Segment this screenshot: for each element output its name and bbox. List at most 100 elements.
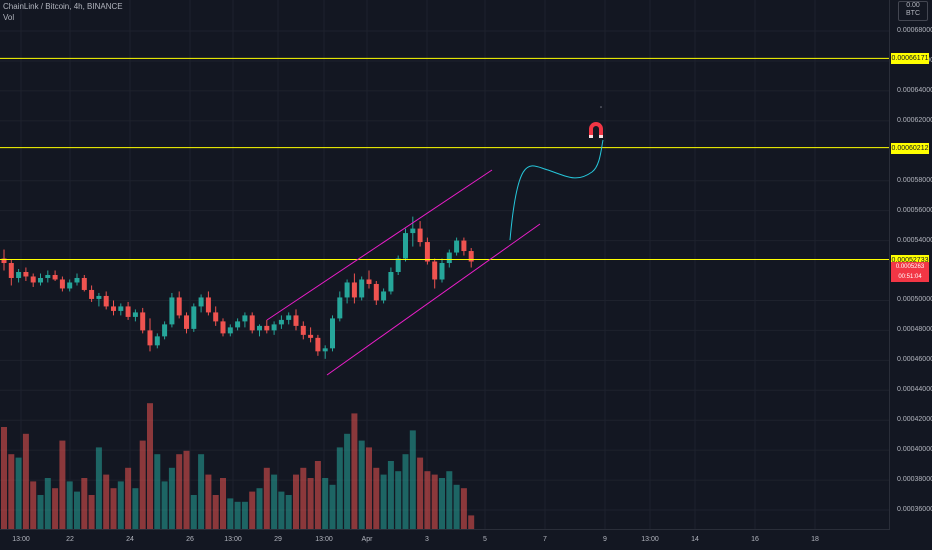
volume-bar — [147, 403, 153, 529]
volume-bar — [249, 491, 256, 529]
candle-body — [439, 263, 445, 280]
candle-body — [132, 312, 138, 317]
time-tick-label: Apr — [361, 536, 373, 543]
volume-bar — [285, 495, 292, 529]
candle-body — [59, 279, 65, 289]
candle-body — [278, 319, 284, 325]
time-tick-label: 16 — [751, 536, 759, 543]
candle-body — [74, 277, 80, 283]
candle-body — [330, 318, 335, 349]
volume-bar — [190, 495, 197, 529]
projection-end-dot — [600, 106, 602, 108]
volume-bar — [351, 413, 358, 529]
candle-body — [45, 274, 51, 278]
candle-body — [125, 306, 131, 317]
volume-bar — [59, 440, 66, 529]
volume-legend[interactable]: Vol — [3, 13, 15, 22]
candle-body — [286, 315, 292, 320]
volume-bar — [380, 474, 387, 529]
candle-body — [249, 315, 255, 331]
time-tick-label: 22 — [66, 536, 74, 543]
bar-countdown: 00:51:04 — [898, 274, 922, 281]
time-tick-label: 14 — [691, 536, 699, 543]
volume-bar — [117, 481, 124, 529]
candle-body — [162, 324, 168, 337]
volume-bar — [439, 478, 445, 529]
volume-bar — [227, 498, 234, 529]
candle-body — [351, 282, 357, 298]
time-tick-label: 13:00 — [12, 536, 30, 543]
candle-body — [205, 297, 211, 313]
volume-bar — [460, 488, 467, 529]
volume-bar — [344, 433, 351, 529]
volume-bar — [103, 474, 110, 529]
candle-body — [103, 295, 109, 307]
candle-body — [264, 325, 270, 331]
candle-body — [271, 324, 277, 331]
channel-lower-line[interactable] — [326, 223, 541, 376]
candle-body — [67, 282, 73, 289]
volume-bar — [30, 481, 37, 529]
volume-bar — [314, 461, 321, 529]
volume-bar — [44, 478, 51, 529]
candle-body — [293, 315, 299, 326]
volume-bar — [446, 471, 453, 529]
volume-bar — [81, 478, 88, 529]
time-axis-border — [0, 529, 889, 530]
chart-canvas[interactable] — [0, 0, 889, 530]
price-tick-label: 0.00048000 — [897, 326, 932, 334]
projected-price-path[interactable] — [509, 139, 604, 241]
volume-bar — [278, 491, 285, 529]
candle-body — [417, 228, 423, 243]
candle-body — [300, 325, 306, 335]
volume-bar — [307, 478, 314, 529]
candle-body — [213, 312, 219, 322]
volume-bar — [322, 478, 329, 529]
volume-bar — [366, 447, 372, 529]
magnet-icon[interactable] — [589, 122, 603, 138]
volume-bar — [387, 461, 394, 529]
volume-bar — [168, 467, 175, 529]
channel-upper-line[interactable] — [266, 169, 493, 321]
time-tick-label: 3 — [425, 536, 429, 543]
symbol-title[interactable]: ChainLink / Bitcoin, 4h, BINANCE — [3, 2, 123, 11]
volume-bar — [198, 454, 205, 529]
volume-bar — [271, 474, 278, 529]
chart-legend: ChainLink / Bitcoin, 4h, BINANCE Vol — [3, 1, 123, 23]
price-tick-label: 0.00038000 — [897, 476, 932, 484]
volume-bar — [132, 488, 139, 529]
volume-bar — [336, 447, 343, 529]
candle-body — [184, 315, 189, 329]
candle-body — [227, 327, 233, 334]
candle-body — [461, 240, 467, 252]
candle-body — [373, 283, 379, 301]
price-tick-label: 0.00042000 — [897, 416, 932, 424]
candle-body — [154, 336, 160, 346]
candle-body — [388, 271, 394, 292]
volume-bar — [329, 484, 336, 529]
drawings-layer[interactable] — [266, 106, 604, 376]
volume-bar — [110, 488, 117, 529]
price-tick-label: 0.00040000 — [897, 446, 932, 454]
candle-body — [242, 315, 248, 322]
currency-selector[interactable]: 0.00 BTC — [898, 1, 928, 21]
candle-body — [89, 289, 95, 299]
candle-body — [118, 306, 124, 311]
candle-body — [30, 276, 36, 283]
candle-body — [169, 297, 175, 325]
candlestick-series — [1, 216, 474, 359]
candle-body — [454, 240, 460, 253]
candle-body — [235, 321, 241, 328]
current-price-tag: 0.0005263 00:51:04 — [891, 262, 929, 283]
volume-bar — [300, 467, 307, 529]
time-tick-label: 26 — [186, 536, 194, 543]
volume-bar — [241, 501, 248, 529]
horizontal-levels[interactable] — [0, 57, 889, 261]
volume-bar — [205, 474, 212, 529]
price-tick-label: 0.00062000 — [897, 116, 932, 124]
volume-bar — [263, 467, 270, 529]
volume-bar — [220, 478, 226, 529]
candle-body — [381, 291, 387, 301]
volume-bar — [37, 495, 44, 529]
